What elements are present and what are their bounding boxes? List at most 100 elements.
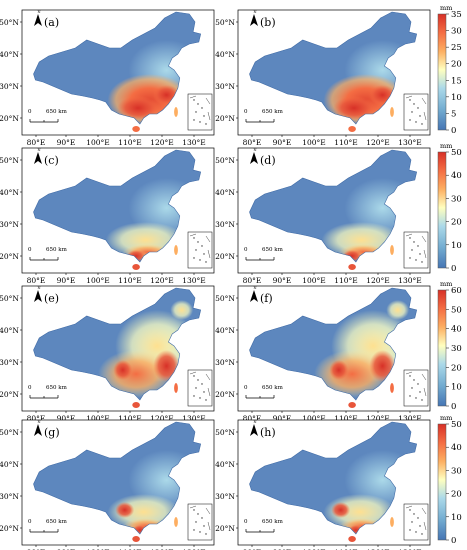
taiwan-island <box>390 245 394 255</box>
hainan-island <box>348 126 356 132</box>
inset-island <box>193 257 195 259</box>
inset-island <box>193 375 195 377</box>
inset-frame <box>403 369 429 407</box>
lat-label: 30°N <box>215 358 235 367</box>
map-panel: 50°N 40°N 30°N 20°N 80°E 90°E 100°E 110°E 120°E 1… <box>215 285 431 423</box>
inset-coast <box>189 95 211 121</box>
lon-label: 90°E <box>273 548 292 550</box>
inset-island <box>419 253 421 255</box>
inset-frame <box>403 231 429 269</box>
panel-letter: (e) <box>44 292 59 305</box>
scale-distance: 650 km <box>262 247 284 253</box>
inset-island <box>411 521 413 523</box>
map-panel: 50°N 40°N 30°N 20°N 80°E 90°E 100°E 110°E 120°E 1… <box>0 285 215 423</box>
lon-label: 130°E <box>182 138 206 147</box>
lon-label: 100°E <box>86 138 110 147</box>
colorbar <box>437 13 447 131</box>
lon-label: 130°E <box>398 276 422 285</box>
legend-tick-label: 15 <box>451 76 462 86</box>
lat-label: 20°N <box>215 524 235 533</box>
lat-label: 50°N <box>215 18 235 27</box>
legend-tick-label: 40 <box>451 325 462 335</box>
inset-island <box>205 261 207 263</box>
inset-island <box>409 99 411 101</box>
lat-label: 20°N <box>215 390 235 399</box>
scale-bar: 0 650 km <box>244 247 284 261</box>
lat-label: 40°N <box>215 188 235 197</box>
lat-label: 50°N <box>215 294 235 303</box>
panel-letter: (h) <box>260 426 276 439</box>
inset-island <box>415 531 417 533</box>
lon-label: 90°E <box>57 548 76 550</box>
lon-label: 80°E <box>27 138 46 147</box>
panel-letter: (g) <box>44 426 60 439</box>
inset-island <box>413 513 415 515</box>
north-letter: N <box>253 10 256 14</box>
lat-label: 30°N <box>0 220 19 229</box>
scale-zero: 0 <box>244 519 248 525</box>
lon-label: 120°E <box>150 548 174 550</box>
scale-bar: 0 650 km <box>28 385 68 399</box>
lon-label: 110°E <box>118 276 142 285</box>
lon-label: 100°E <box>302 138 326 147</box>
inset-island <box>205 533 207 535</box>
scs-inset <box>403 231 429 269</box>
lon-label: 90°E <box>273 276 292 285</box>
north-letter: N <box>37 10 40 14</box>
lon-label: 120°E <box>366 414 390 423</box>
legend-tick-label: 0 <box>451 126 456 136</box>
inset-island <box>413 241 415 243</box>
lat-label: 30°N <box>215 220 235 229</box>
inset-island <box>201 383 203 385</box>
lat-label: 20°N <box>0 252 19 261</box>
lon-label: 120°E <box>150 414 174 423</box>
lat-label: 50°N <box>215 428 235 437</box>
colorbar <box>437 289 447 407</box>
inset-island <box>415 121 417 123</box>
inset-island <box>415 397 417 399</box>
north-arrow-icon: N <box>34 286 42 302</box>
legend-tick-label: 30 <box>451 27 462 37</box>
lon-label: 120°E <box>366 548 390 550</box>
inset-island <box>411 249 413 251</box>
lon-label: 120°E <box>366 138 390 147</box>
lat-label: 50°N <box>0 428 19 437</box>
panel-letter: (f) <box>260 292 273 305</box>
lat-label: 40°N <box>0 326 19 335</box>
inset-island <box>409 395 411 397</box>
map-panel: 50°N 40°N 30°N 20°N 80°E 90°E 100°E 110°E 120°E 1… <box>0 419 215 550</box>
lat-label: 30°N <box>215 82 235 91</box>
taiwan-island <box>174 245 178 255</box>
panel-letter: (a) <box>44 16 59 29</box>
scale-bar: 0 650 km <box>28 247 68 261</box>
inset-island <box>421 123 423 125</box>
north-letter: N <box>253 148 256 152</box>
lon-label: 130°E <box>182 414 206 423</box>
inset-island <box>409 257 411 259</box>
taiwan-island <box>174 107 178 117</box>
legend-tick-label: 5 <box>451 109 456 119</box>
inset-island <box>195 387 197 389</box>
inset-island <box>199 531 201 533</box>
legend-tick-label: 50 <box>451 148 462 158</box>
north-letter: N <box>37 286 40 290</box>
hainan-island <box>348 402 356 408</box>
north-arrow-shape <box>34 290 42 302</box>
inset-island <box>417 245 419 247</box>
scale-distance: 650 km <box>262 519 284 525</box>
lon-label: 90°E <box>57 276 76 285</box>
lon-label: 120°E <box>366 276 390 285</box>
yellow-zone <box>386 300 410 320</box>
lat-label: 20°N <box>0 524 19 533</box>
scale-zero: 0 <box>28 247 32 253</box>
inset-island <box>409 237 411 239</box>
inset-island <box>419 525 421 527</box>
lon-label: 80°E <box>243 414 262 423</box>
legend-tick-label: 20 <box>451 218 462 228</box>
inset-island <box>421 399 423 401</box>
lat-label: 40°N <box>0 188 19 197</box>
lon-label: 80°E <box>27 414 46 423</box>
hot-core <box>333 96 375 120</box>
inset-island <box>193 119 195 121</box>
